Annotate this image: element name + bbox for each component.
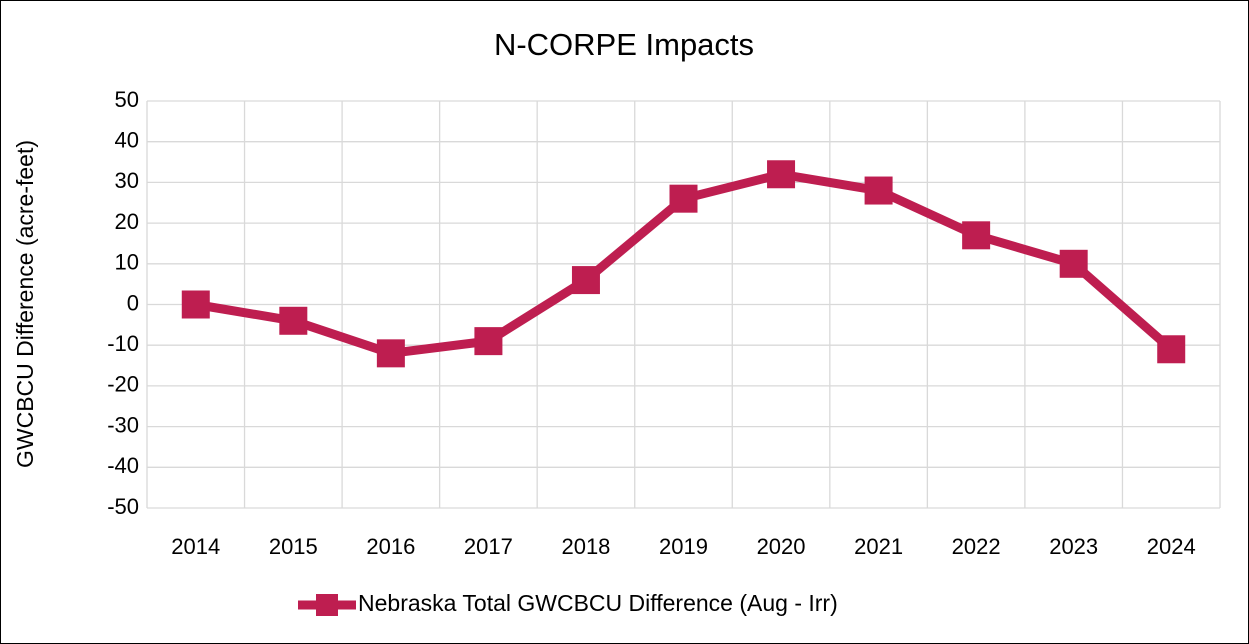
marker <box>181 290 210 319</box>
marker <box>767 160 796 189</box>
x-tick-label: 2017 <box>464 534 513 559</box>
y-tick-label: 10 <box>115 250 139 275</box>
x-tick-label: 2014 <box>171 534 220 559</box>
x-tick-label: 2022 <box>952 534 1001 559</box>
x-tick-label: 2019 <box>659 534 708 559</box>
marker <box>962 221 991 250</box>
marker <box>376 339 405 368</box>
marker <box>279 306 308 335</box>
x-tick-label: 2015 <box>269 534 318 559</box>
x-tick-label: 2018 <box>561 534 610 559</box>
y-tick-label: 40 <box>115 128 139 153</box>
y-tick-label: -50 <box>107 494 139 519</box>
marker <box>571 266 600 295</box>
chart-title: N-CORPE Impacts <box>494 27 754 62</box>
marker <box>1157 335 1186 364</box>
y-axis-label: GWCBCU Difference (acre-feet) <box>12 140 38 468</box>
x-tick-label: 2024 <box>1147 534 1196 559</box>
marker <box>669 184 698 213</box>
y-tick-label: 50 <box>115 87 139 112</box>
x-tick-label: 2020 <box>757 534 806 559</box>
y-tick-label: -40 <box>107 453 139 478</box>
y-tick-label: -20 <box>107 372 139 397</box>
marker <box>474 327 503 356</box>
y-tick-label: -30 <box>107 412 139 437</box>
x-tick-label: 2021 <box>854 534 903 559</box>
y-tick-label: 0 <box>127 290 139 315</box>
x-tick-label: 2016 <box>366 534 415 559</box>
marker <box>864 176 893 205</box>
y-tick-label: -10 <box>107 331 139 356</box>
marker <box>1059 249 1088 278</box>
legend-label: Nebraska Total GWCBCU Difference (Aug - … <box>358 590 838 616</box>
y-tick-label: 30 <box>115 168 139 193</box>
x-tick-label: 2023 <box>1049 534 1098 559</box>
y-tick-label: 20 <box>115 209 139 234</box>
legend-marker <box>316 594 338 616</box>
